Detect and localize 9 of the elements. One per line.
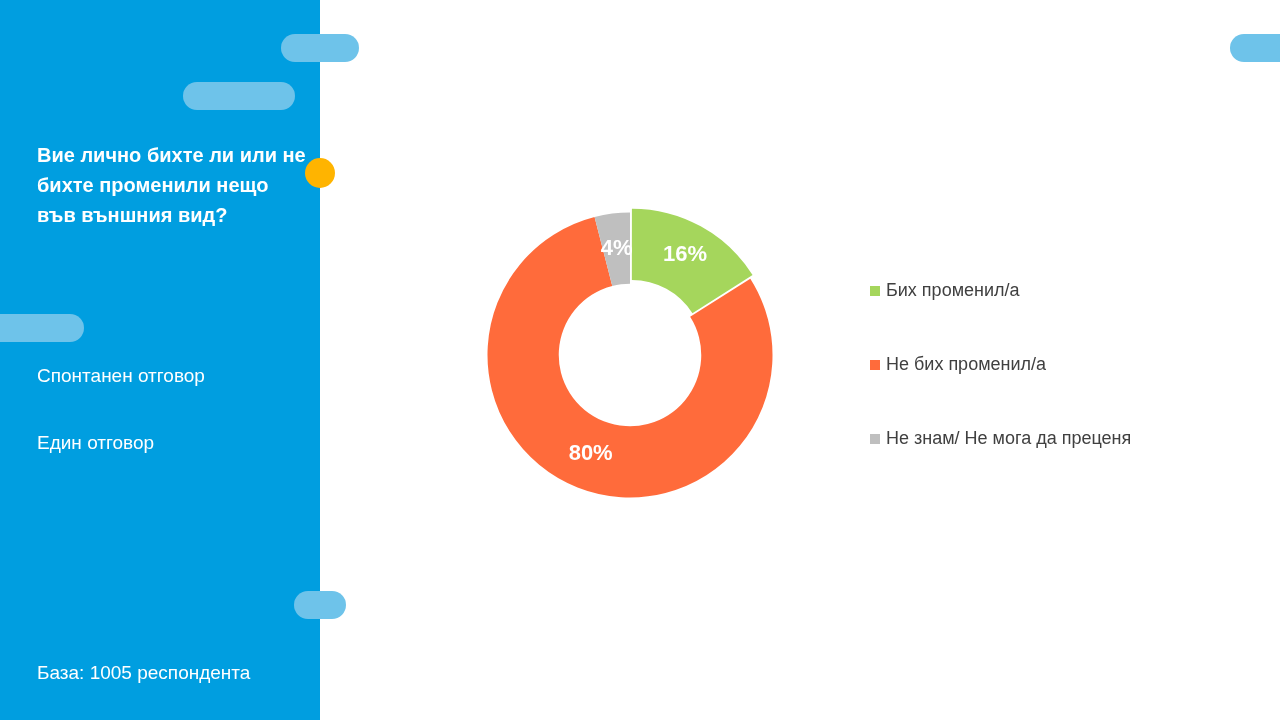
- text: Вие лично бихте ли или не бихте променили нещо във външния вид?: [37, 143, 307, 228]
- legend-label: Бих променил/а: [886, 280, 1020, 301]
- text: Един отговор: [37, 432, 155, 454]
- text: База: 1005 респондента: [37, 662, 251, 684]
- legend-label: Не бих променил/а: [886, 354, 1047, 375]
- legend-label: Не знам/ Не мога да преценя: [886, 428, 1132, 449]
- data-label: 16%: [663, 240, 708, 266]
- data-label: 80%: [568, 440, 613, 466]
- text: Спонтанен отговор: [37, 365, 205, 387]
